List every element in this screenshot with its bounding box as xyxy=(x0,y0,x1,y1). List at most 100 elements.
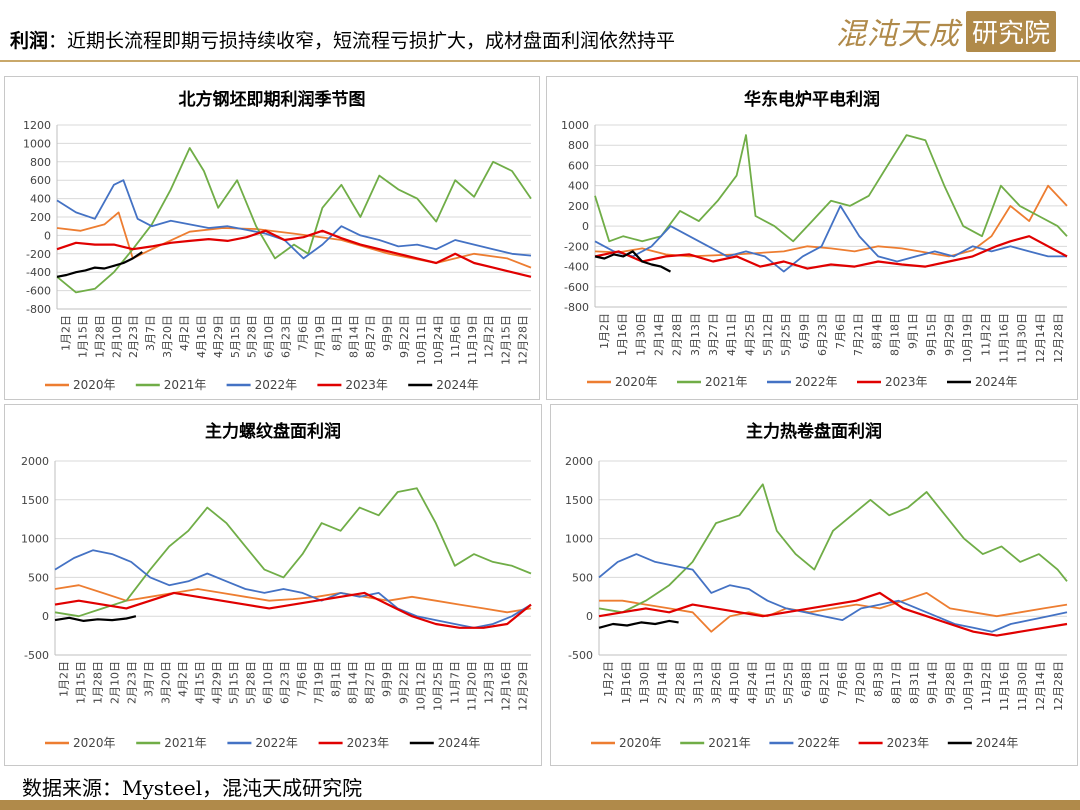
chart-billet: 北方钢坯即期利润季节图 -800 -600 -400 -200 0 200 400 600 800… xyxy=(23,89,532,392)
legend-label: 2020年 xyxy=(619,736,662,750)
x-tick-label: 2月10日 xyxy=(110,315,123,358)
y-tick-label: 1500 xyxy=(565,494,593,507)
x-tick-label: 10月12日 xyxy=(415,661,428,711)
x-tick-label: 11月19日 xyxy=(466,315,479,365)
x-tick-label: 7月20日 xyxy=(854,661,867,704)
series-line-2022 xyxy=(598,553,1068,633)
x-tick-label: 7月21日 xyxy=(852,313,865,356)
y-tick-label: -200 xyxy=(564,240,589,253)
chart-title: 主力热卷盘面利润 xyxy=(746,421,882,442)
x-tick-label: 12月16日 xyxy=(500,661,513,711)
x-tick-label: 6月23日 xyxy=(279,661,292,704)
x-tick-label: 9月9日 xyxy=(381,661,394,697)
series-line-2022 xyxy=(56,179,532,260)
x-tick-label: 1月16日 xyxy=(620,661,633,704)
legend-label: 2022年 xyxy=(795,375,838,389)
series-line-2021 xyxy=(56,147,532,294)
x-tick-label: 1月2日 xyxy=(58,661,71,697)
x-tick-label: 4月2日 xyxy=(177,661,190,697)
legend-label: 2021年 xyxy=(705,375,748,389)
series-line-2020 xyxy=(54,584,532,614)
y-tick-label: 800 xyxy=(30,156,51,169)
x-tick-label: 6月21日 xyxy=(818,661,831,704)
x-tick-label: 8月17日 xyxy=(890,661,903,704)
y-tick-label: -500 xyxy=(24,649,49,662)
x-tick-label: 12月28日 xyxy=(1052,313,1065,363)
x-tick-label: 12月14日 xyxy=(1034,661,1047,711)
x-tick-label: 8月3日 xyxy=(872,661,885,697)
y-tick-label: 1500 xyxy=(21,494,49,507)
y-tick-label: 0 xyxy=(44,229,51,242)
x-tick-label: 1月15日 xyxy=(75,661,88,704)
chart-hrc: 主力热卷盘面利润 -500 0 500 1000 1500 2000 1月2日 1月16日 1月3… xyxy=(565,421,1068,750)
y-tick-label: -600 xyxy=(564,281,589,294)
x-tick-label: 9月29日 xyxy=(943,313,956,356)
series-line-2021 xyxy=(54,487,532,618)
x-tick-label: 9月22日 xyxy=(398,315,411,358)
series-line-2020 xyxy=(594,184,1068,258)
x-tick-label: 11月2日 xyxy=(980,661,993,704)
series-line-2023 xyxy=(598,591,1068,637)
legend-label: 2021年 xyxy=(708,736,751,750)
x-tick-label: 10月24日 xyxy=(432,315,445,365)
x-tick-label: 6月23日 xyxy=(816,313,829,356)
x-tick-label: 5月12日 xyxy=(761,313,774,356)
legend-label: 2022年 xyxy=(797,736,840,750)
y-tick-label: 400 xyxy=(30,193,51,206)
legend-label: 2021年 xyxy=(164,736,207,750)
x-tick-label: 2月14日 xyxy=(653,313,666,356)
series-line-2023 xyxy=(594,235,1068,270)
page-title: 利润：近期长流程即期亏损持续收窄，短流程亏损扩大，成材盘面利润依然持平 xyxy=(10,30,676,52)
y-tick-label: 2000 xyxy=(21,455,49,468)
y-tick-label: -800 xyxy=(26,303,51,316)
legend-label: 2022年 xyxy=(255,378,298,392)
legend-label: 2023年 xyxy=(887,736,930,750)
y-tick-label: -200 xyxy=(26,248,51,261)
y-tick-label: 800 xyxy=(568,139,589,152)
series-line-2020 xyxy=(599,591,1068,633)
x-tick-label: 7月6日 xyxy=(296,315,309,351)
x-tick-label: 9月15日 xyxy=(925,313,938,356)
x-tick-label: 3月13日 xyxy=(689,313,702,356)
company-logo: 混沌天成 研究院 xyxy=(836,10,1056,52)
y-tick-label: -400 xyxy=(26,266,51,279)
series-line-2021 xyxy=(594,134,1068,243)
legend-label: 2024年 xyxy=(976,736,1019,750)
legend-label: 2020年 xyxy=(73,736,116,750)
y-tick-label: 200 xyxy=(568,200,589,213)
y-tick-label: 1000 xyxy=(561,119,589,132)
series-line-2024 xyxy=(54,615,137,622)
x-tick-label: 1月2日 xyxy=(598,313,611,349)
x-tick-label: 1月2日 xyxy=(59,315,72,351)
x-tick-label: 6月10日 xyxy=(263,315,276,358)
x-tick-label: 5月15日 xyxy=(229,315,242,358)
x-tick-label: 4月24日 xyxy=(746,661,759,704)
x-tick-label: 11月20日 xyxy=(466,661,479,711)
series-line-2024 xyxy=(594,250,672,273)
y-tick-label: 500 xyxy=(28,571,49,584)
x-tick-label: 8月1日 xyxy=(330,315,343,351)
x-tick-label: 7月6日 xyxy=(834,313,847,349)
x-tick-label: 7月19日 xyxy=(313,315,326,358)
x-tick-label: 3月13日 xyxy=(692,661,705,704)
legend-label: 2023年 xyxy=(345,378,388,392)
logo-seal: 研究院 xyxy=(965,10,1056,52)
chart-title: 主力螺纹盘面利润 xyxy=(205,421,341,442)
x-tick-label: 8月1日 xyxy=(330,661,343,697)
x-tick-label: 11月30日 xyxy=(1016,661,1029,711)
x-tick-label: 7月6日 xyxy=(836,661,849,697)
x-tick-label: 1月2日 xyxy=(602,661,615,697)
legend-label: 2022年 xyxy=(255,736,298,750)
x-tick-label: 9月9日 xyxy=(381,315,394,351)
x-tick-label: 9月28日 xyxy=(944,661,957,704)
x-tick-label: 9月1日 xyxy=(907,313,920,349)
y-tick-label: 500 xyxy=(572,571,593,584)
chart-title: 华东电炉平电利润 xyxy=(744,89,880,110)
y-tick-label: 1000 xyxy=(565,533,593,546)
x-tick-label: 5月25日 xyxy=(780,313,793,356)
series-line-2023 xyxy=(54,591,532,629)
x-tick-label: 2月23日 xyxy=(127,315,140,358)
x-tick-label: 2月14日 xyxy=(656,661,669,704)
legend-label: 2023年 xyxy=(347,736,390,750)
x-tick-label: 10月19日 xyxy=(962,661,975,711)
